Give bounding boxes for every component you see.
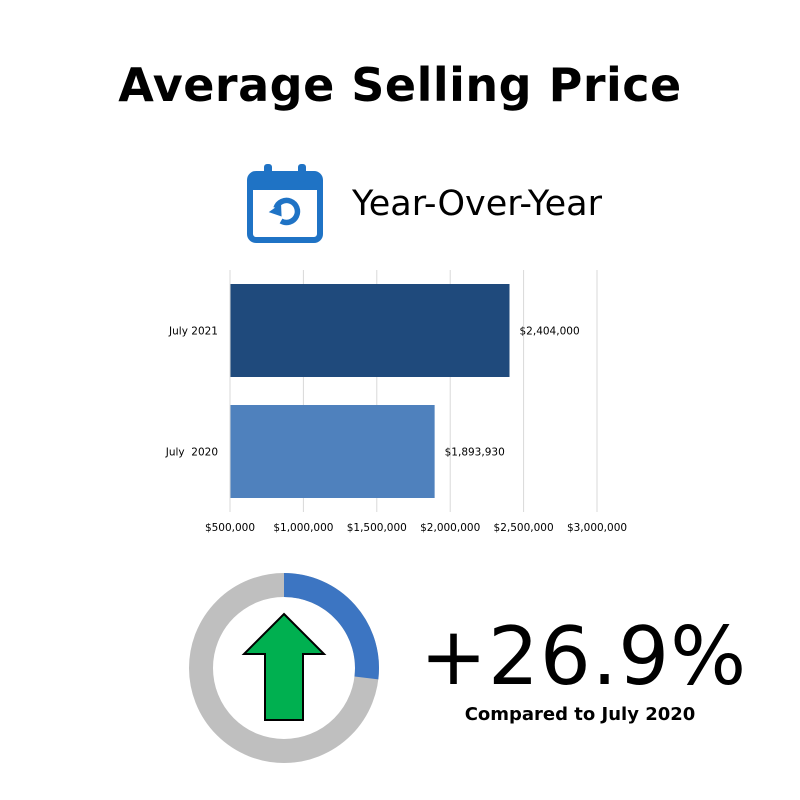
x-tick-label: $2,000,000: [420, 522, 480, 534]
category-label: July 2021: [168, 326, 218, 338]
x-tick-label: $1,000,000: [273, 522, 333, 534]
category-label: July 2020: [165, 447, 218, 459]
chart-subtitle: Year-Over-Year: [352, 184, 602, 224]
bar: [230, 284, 510, 377]
x-tick-label: $500,000: [205, 522, 255, 534]
x-tick-label: $3,000,000: [567, 522, 627, 534]
comparison-caption: Compared to July 2020: [464, 704, 696, 725]
calendar-refresh-icon: [247, 164, 323, 243]
x-tick-label: $2,500,000: [494, 522, 554, 534]
data-label: $2,404,000: [520, 326, 580, 338]
page-title: Average Selling Price: [118, 58, 682, 112]
x-tick-label: $1,500,000: [347, 522, 407, 534]
bar: [230, 405, 435, 498]
percent-change: +26.9%: [420, 610, 748, 703]
data-label: $1,893,930: [445, 447, 505, 459]
gauge-fill: [283, 573, 379, 680]
change-gauge: [189, 573, 379, 763]
up-arrow-icon: [241, 612, 327, 721]
